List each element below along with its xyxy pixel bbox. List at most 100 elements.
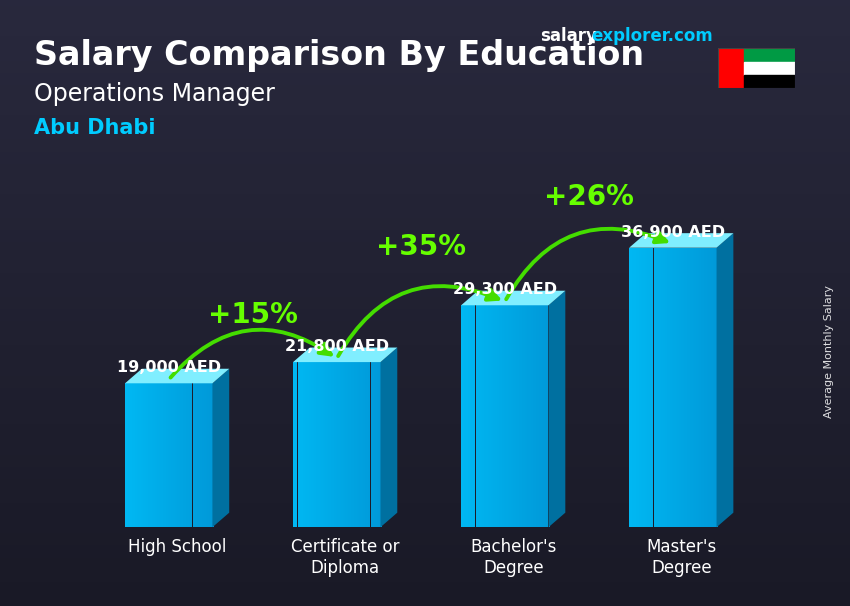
Bar xyxy=(139,383,140,527)
Bar xyxy=(359,362,360,527)
Bar xyxy=(698,248,699,527)
Bar xyxy=(481,305,482,527)
Bar xyxy=(662,248,664,527)
Bar xyxy=(547,305,548,527)
Bar xyxy=(711,248,712,527)
Bar xyxy=(381,362,382,527)
Bar xyxy=(464,305,466,527)
Bar xyxy=(372,362,374,527)
Bar xyxy=(210,383,212,527)
Bar xyxy=(486,305,488,527)
Bar xyxy=(684,248,686,527)
Bar xyxy=(713,248,714,527)
Bar xyxy=(655,248,657,527)
Bar xyxy=(697,248,698,527)
Bar xyxy=(345,362,346,527)
Bar xyxy=(142,383,143,527)
Bar xyxy=(521,305,522,527)
Bar xyxy=(164,383,165,527)
Text: Salary Comparison By Education: Salary Comparison By Education xyxy=(34,39,644,72)
Bar xyxy=(367,362,368,527)
Bar xyxy=(191,383,192,527)
Bar xyxy=(666,248,668,527)
Bar xyxy=(718,48,744,88)
Bar xyxy=(636,248,637,527)
Bar xyxy=(469,305,470,527)
Bar xyxy=(326,362,327,527)
Bar xyxy=(320,362,322,527)
Bar xyxy=(379,362,381,527)
Bar xyxy=(664,248,665,527)
Bar xyxy=(364,362,365,527)
Bar xyxy=(151,383,153,527)
Bar xyxy=(644,248,646,527)
Bar xyxy=(306,362,308,527)
Bar xyxy=(323,362,324,527)
Bar xyxy=(468,305,469,527)
Polygon shape xyxy=(125,368,230,383)
Bar xyxy=(354,362,355,527)
Bar xyxy=(670,248,672,527)
Bar xyxy=(651,248,653,527)
Bar xyxy=(165,383,166,527)
Bar xyxy=(629,248,630,527)
Bar xyxy=(649,248,650,527)
Bar xyxy=(205,383,206,527)
Bar xyxy=(712,248,713,527)
Bar xyxy=(659,248,660,527)
Text: 21,800 AED: 21,800 AED xyxy=(285,339,388,354)
Bar xyxy=(199,383,201,527)
Bar xyxy=(295,362,297,527)
Bar xyxy=(688,248,689,527)
Bar xyxy=(632,248,633,527)
Bar xyxy=(532,305,533,527)
Text: 36,900 AED: 36,900 AED xyxy=(620,225,725,240)
Bar xyxy=(502,305,503,527)
Bar xyxy=(690,248,691,527)
Bar xyxy=(687,248,688,527)
Bar xyxy=(471,305,473,527)
Bar xyxy=(548,305,550,527)
Bar xyxy=(302,362,303,527)
Bar xyxy=(650,248,651,527)
Bar xyxy=(128,383,129,527)
Bar xyxy=(496,305,497,527)
Bar xyxy=(309,362,311,527)
Text: +35%: +35% xyxy=(376,233,466,261)
Bar xyxy=(668,248,669,527)
Bar xyxy=(638,248,639,527)
Bar xyxy=(365,362,366,527)
Bar xyxy=(158,383,159,527)
Bar xyxy=(694,248,695,527)
Text: explorer.com: explorer.com xyxy=(591,27,712,45)
Bar xyxy=(653,248,654,527)
Bar xyxy=(293,362,294,527)
Bar xyxy=(500,305,501,527)
Bar xyxy=(490,305,491,527)
Bar xyxy=(212,383,213,527)
Bar xyxy=(506,305,507,527)
Bar xyxy=(463,305,464,527)
Bar xyxy=(314,362,315,527)
Bar xyxy=(669,248,670,527)
Bar xyxy=(683,248,684,527)
Bar xyxy=(159,383,161,527)
Bar xyxy=(533,305,534,527)
Bar xyxy=(503,305,504,527)
Bar xyxy=(150,383,151,527)
Bar xyxy=(635,248,636,527)
Bar xyxy=(361,362,363,527)
Bar xyxy=(512,305,513,527)
Bar xyxy=(633,248,635,527)
Bar xyxy=(129,383,131,527)
Bar xyxy=(714,248,716,527)
Bar xyxy=(371,362,372,527)
Bar xyxy=(148,383,150,527)
Bar xyxy=(175,383,176,527)
Bar xyxy=(341,362,342,527)
Bar xyxy=(140,383,142,527)
Bar xyxy=(154,383,155,527)
Bar xyxy=(536,305,537,527)
Bar xyxy=(343,362,344,527)
Bar xyxy=(146,383,147,527)
